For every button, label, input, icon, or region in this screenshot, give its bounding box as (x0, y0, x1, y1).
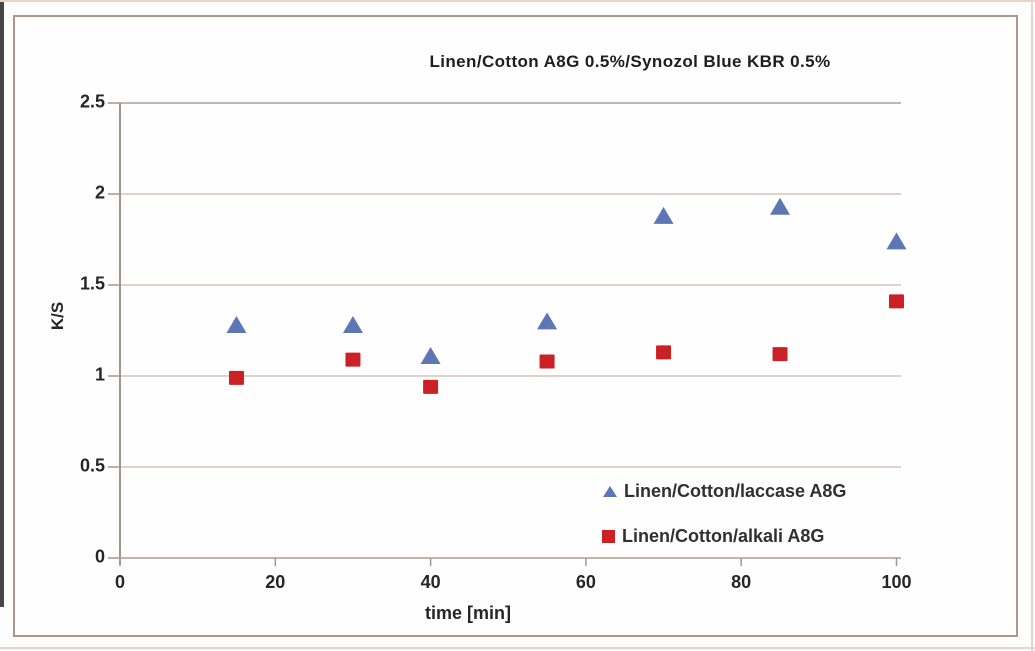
data-point-square (228, 370, 244, 385)
data-point-square (889, 294, 904, 309)
page-edge-shadow (0, 0, 4, 607)
data-point-triangle (537, 312, 558, 330)
legend-item-alkali: Linen/Cotton/alkali A8G (602, 526, 824, 547)
x-tick-label: 80 (731, 572, 752, 592)
y-tick-label: 2 (94, 182, 105, 203)
legend-label-alkali: Linen/Cotton/alkali A8G (622, 526, 825, 546)
x-tick-label: 20 (265, 572, 286, 592)
y-tick-label: 1 (94, 364, 105, 385)
y-tick-label: 0 (94, 546, 105, 567)
data-point-triangle (226, 316, 247, 334)
y-tick-label: 2.5 (79, 91, 105, 112)
data-point-square (423, 379, 439, 394)
x-tick-label: 60 (575, 572, 596, 592)
data-point-triangle (420, 346, 441, 364)
x-axis-title: time [min] (424, 603, 511, 623)
chart-title: Linen/Cotton A8G 0.5%/Synozol Blue KBR 0… (429, 52, 831, 71)
page-edge-top (0, 0, 1035, 2)
data-point-square (772, 347, 788, 362)
square-marker-icon (602, 530, 615, 543)
chart-frame (13, 15, 1018, 637)
data-point-square (539, 354, 555, 369)
y-tick-label: 0.5 (79, 455, 105, 476)
legend-label-laccase: Linen/Cotton/laccase A8G (624, 481, 847, 501)
triangle-marker-icon (603, 486, 617, 497)
x-tick-label: 40 (420, 572, 441, 592)
data-point-triangle (770, 197, 791, 215)
data-point-triangle (886, 232, 907, 250)
data-point-square (345, 352, 361, 367)
y-tick-label: 1.5 (79, 273, 105, 294)
data-point-square (656, 345, 672, 360)
page-edge-right (1031, 0, 1033, 651)
data-point-triangle (342, 316, 363, 334)
x-tick-label: 100 (881, 572, 912, 592)
x-tick-label: 0 (114, 572, 126, 592)
data-point-triangle (653, 206, 674, 224)
legend-item-laccase: Linen/Cotton/laccase A8G (603, 481, 846, 502)
page-edge-bottom (0, 647, 1035, 649)
